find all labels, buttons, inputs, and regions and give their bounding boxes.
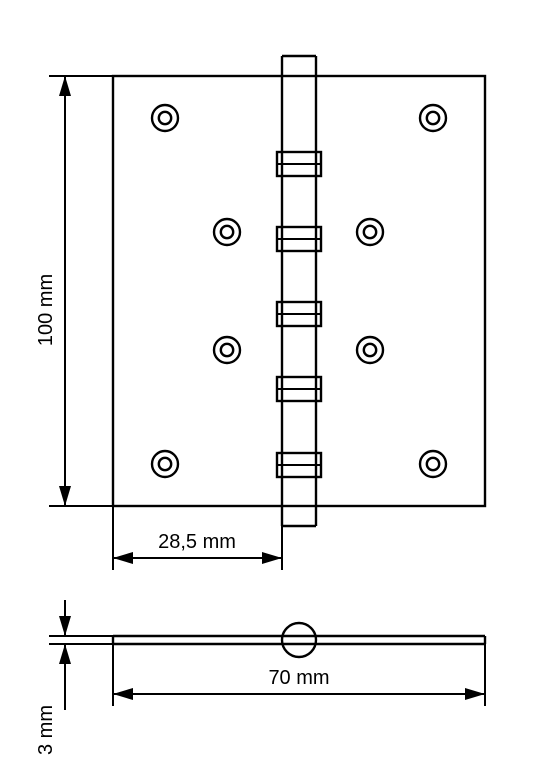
height-label: 100 mm	[35, 274, 57, 346]
thickness-label: 3 mm	[35, 705, 57, 755]
dim-height: 100 mm	[35, 76, 113, 506]
hinge-leaf-outline	[113, 76, 485, 506]
dim-thickness: 3 mm	[35, 600, 113, 755]
dim-total-width: 70 mm	[113, 644, 485, 706]
side-view	[113, 623, 485, 657]
leaf-width-label: 28,5 mm	[158, 531, 236, 553]
hinge-diagram: 100 mm 28,5 mm 70 mm 3	[0, 0, 535, 779]
knuckle-collars	[277, 152, 321, 477]
dim-leaf-width: 28,5 mm	[113, 506, 282, 570]
screw-holes	[152, 105, 446, 477]
total-width-label: 70 mm	[268, 667, 329, 689]
